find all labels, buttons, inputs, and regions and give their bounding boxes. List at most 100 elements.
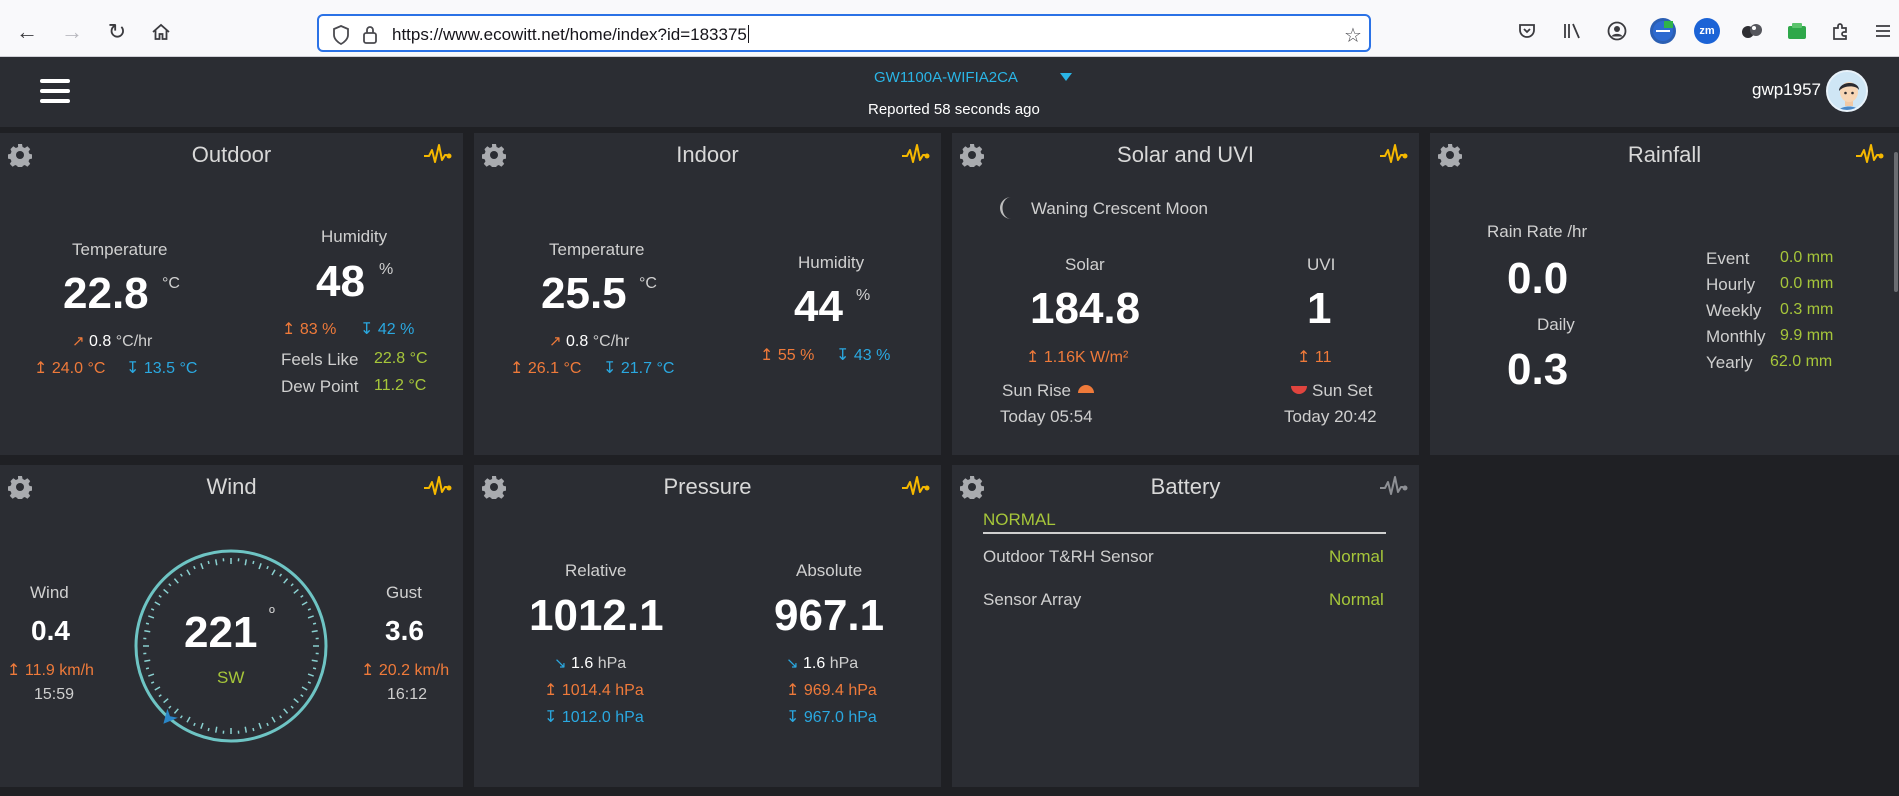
wind-high: ↥ 11.9 km/h — [7, 662, 94, 679]
gust-label: Gust — [386, 583, 422, 602]
compass-tick — [271, 716, 276, 723]
solar-value: 184.8 — [1030, 284, 1141, 333]
temperature-high: ↥ 26.1 °C — [510, 360, 582, 377]
rain-row-label: Monthly — [1706, 327, 1766, 346]
address-bar[interactable]: https://www.ecowitt.net/home/index?id=18… — [317, 14, 1371, 52]
forward-arrow-icon[interactable]: → — [61, 19, 83, 44]
rain-row-value: 0.0 mm — [1780, 249, 1834, 266]
compass-tick — [290, 705, 294, 709]
relative-label: Relative — [565, 561, 627, 580]
wind-panel: Wind Wind 0.4 ↥ 11.9 km/h 15:59 221 º SW… — [0, 465, 463, 787]
pulse-chart-icon[interactable] — [423, 142, 453, 168]
humidity-label: Humidity — [321, 227, 388, 246]
compass-tick — [307, 615, 314, 619]
rain-row-value: 0.0 mm — [1780, 275, 1834, 292]
pulse-chart-icon[interactable] — [1855, 142, 1885, 168]
compass-tick — [252, 560, 255, 565]
compass-tick — [168, 583, 172, 587]
trend-up-icon: ↗ — [549, 333, 562, 350]
pulse-chart-icon[interactable] — [1379, 474, 1409, 500]
library-icon[interactable] — [1559, 18, 1585, 44]
page-scrollbar[interactable] — [1894, 152, 1898, 292]
url-input[interactable]: https://www.ecowitt.net/home/index?id=18… — [392, 25, 749, 44]
compass-tick — [290, 583, 294, 587]
app-menu-icon[interactable] — [1870, 18, 1896, 44]
reload-icon[interactable]: ↻ — [107, 19, 127, 44]
compass-tick — [200, 563, 204, 570]
wind-label: Wind — [30, 583, 69, 602]
wind-high-time: 15:59 — [34, 686, 75, 703]
pocket-icon[interactable] — [1514, 18, 1540, 44]
chevron-down-icon[interactable] — [1060, 73, 1072, 81]
compass-tick — [293, 588, 299, 594]
compass-tick — [307, 608, 312, 611]
trend-down-icon: ↘ — [554, 655, 567, 672]
compass-tick — [193, 565, 196, 570]
pulse-chart-icon[interactable] — [423, 474, 453, 500]
feels-like-label: Feels Like — [281, 350, 359, 369]
star-icon[interactable]: ☆ — [1344, 24, 1362, 47]
device-selector[interactable]: GW1100A-WIFIA2CA — [874, 69, 1018, 86]
compass-tick — [271, 569, 276, 576]
humidity-high: ↥ 83 % — [282, 321, 337, 338]
solar-label: Solar — [1065, 255, 1105, 274]
zoom-extension-icon[interactable]: zm — [1694, 18, 1720, 44]
extensions-puzzle-icon[interactable] — [1828, 18, 1854, 44]
compass-tick — [311, 629, 318, 633]
compass-tick — [186, 569, 191, 576]
temperature-unit: °C — [162, 275, 180, 292]
shield-icon[interactable] — [330, 24, 352, 46]
humidity-label: Humidity — [798, 253, 865, 272]
gust-value: 3.6 — [385, 615, 424, 646]
compass-tick — [163, 588, 169, 594]
compass-tick — [311, 659, 318, 663]
compass-tick — [307, 681, 312, 684]
green-extension-icon[interactable] — [1784, 18, 1810, 44]
sunset-icon — [1291, 386, 1307, 394]
username[interactable]: gwp1957 — [1752, 80, 1822, 99]
lock-icon[interactable] — [359, 24, 381, 46]
compass-tick — [154, 601, 161, 606]
compass-tick — [145, 622, 150, 625]
compass-tick — [301, 686, 308, 691]
compass-tick — [312, 622, 317, 625]
sunset-time: Today 20:42 — [1284, 407, 1377, 426]
compass-tick — [312, 667, 317, 670]
home-icon[interactable] — [146, 17, 176, 47]
pulse-chart-icon[interactable] — [901, 474, 931, 500]
trend-up-icon: ↗ — [72, 333, 85, 350]
battery-panel: Battery NORMAL Outdoor T&RH Sensor Norma… — [952, 465, 1419, 787]
temperature-low: ↧ 13.5 °C — [126, 360, 198, 377]
compass-tick — [150, 608, 155, 611]
pulse-chart-icon[interactable] — [1379, 142, 1409, 168]
pulse-chart-icon[interactable] — [901, 142, 931, 168]
extension-icon[interactable] — [1650, 18, 1676, 44]
indoor-panel: Indoor Temperature 25.5 °C ↗ 0.8 °C/hr ↥… — [474, 133, 941, 455]
battery-row-value: Normal — [1329, 590, 1384, 609]
solar-uvi-panel: Solar and UVI Waning Crescent Moon Solar… — [952, 133, 1419, 455]
temperature-value: 25.5 — [541, 269, 627, 318]
dew-point-value: 11.2 °C — [374, 377, 427, 394]
compass-tick — [173, 708, 179, 714]
rain-row-label: Event — [1706, 249, 1750, 268]
relative-low: ↧ 1012.0 hPa — [544, 709, 644, 726]
extension-balls-icon[interactable] — [1739, 18, 1765, 44]
uvi-value: 1 — [1307, 284, 1332, 333]
daily-label: Daily — [1537, 315, 1575, 334]
rain-row-value: 0.3 mm — [1780, 301, 1834, 318]
account-icon[interactable] — [1604, 18, 1630, 44]
sunrise-time: Today 05:54 — [1000, 407, 1093, 426]
compass-tick — [258, 722, 262, 729]
battery-row-value: Normal — [1329, 547, 1384, 566]
relative-rate: ↘ 1.6 hPa — [554, 655, 627, 672]
uvi-high: ↥ 11 — [1297, 349, 1332, 366]
wind-arrow-icon — [163, 708, 178, 724]
avatar[interactable] — [1826, 70, 1868, 112]
gust-high: ↥ 20.2 km/h — [361, 662, 450, 679]
hamburger-menu-icon[interactable] — [40, 79, 70, 103]
dew-point-label: Dew Point — [281, 377, 359, 396]
pressure-panel: Pressure Relative 1012.1 ↘ 1.6 hPa ↥ 101… — [474, 465, 941, 787]
compass-tick — [158, 694, 162, 698]
temperature-unit: °C — [639, 275, 657, 292]
back-arrow-icon[interactable]: ← — [16, 19, 38, 44]
